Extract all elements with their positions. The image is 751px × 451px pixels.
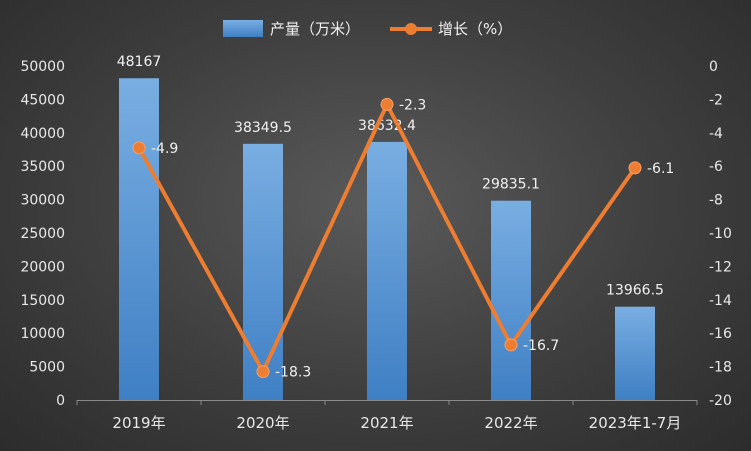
legend-bar-swatch (223, 20, 263, 37)
x-category-label: 2023年1-7月 (589, 414, 682, 432)
legend-bar-label: 产量（万米） (270, 20, 360, 38)
line-data-label: -4.9 (151, 141, 178, 157)
bar-data-label: 13966.5 (606, 283, 664, 299)
y-right-tick-label: -10 (709, 226, 732, 242)
line-data-label: -2.3 (399, 97, 426, 113)
y-right-tick-label: -14 (709, 293, 732, 309)
y-left-tick-label: 45000 (20, 92, 65, 108)
y-right-tick-label: -16 (709, 326, 732, 342)
y-left-tick-label: 15000 (20, 293, 65, 309)
y-left-tick-label: 30000 (20, 193, 65, 209)
y-right-tick-label: -8 (709, 193, 723, 209)
y-right-tick-label: -6 (709, 159, 723, 175)
bar-1 (243, 143, 283, 401)
y-right-tick-label: -4 (709, 126, 723, 142)
x-category-label: 2020年 (236, 414, 289, 432)
bar-data-label: 38349.5 (234, 120, 292, 136)
growth-point-2 (380, 97, 394, 111)
growth-point-4 (628, 161, 642, 175)
x-category-label: 2021年 (360, 414, 413, 432)
y-left-tick-label: 0 (56, 393, 65, 409)
y-left-tick-label: 50000 (20, 59, 65, 75)
x-category-label: 2022年 (484, 414, 537, 432)
y-right-tick-label: 0 (709, 59, 718, 75)
growth-point-3 (504, 338, 518, 352)
bar-2 (367, 141, 407, 401)
legend-line-marker (405, 23, 417, 35)
bar-0 (119, 78, 159, 400)
y-left-tick-label: 10000 (20, 326, 65, 342)
line-data-label: -16.7 (523, 338, 559, 354)
legend-line-label: 增长（%） (438, 20, 512, 38)
line-data-label: -18.3 (275, 365, 311, 381)
growth-point-0 (132, 141, 146, 155)
y-left-tick-label: 35000 (20, 159, 65, 175)
y-left-tick-label: 5000 (29, 360, 65, 376)
bar-data-label: 29835.1 (482, 177, 540, 193)
x-category-label: 2019年 (112, 414, 165, 432)
bar-data-label: 48167 (117, 54, 162, 70)
y-left-tick-label: 40000 (20, 126, 65, 142)
y-right-tick-label: -20 (709, 393, 732, 409)
y-right-tick-label: -18 (709, 360, 732, 376)
y-left-tick-label: 20000 (20, 259, 65, 275)
bar-data-label: 38632.4 (358, 118, 416, 134)
y-right-tick-label: -12 (709, 259, 732, 275)
growth-point-1 (256, 365, 270, 379)
y-right-tick-label: -2 (709, 92, 723, 108)
bar-3 (491, 200, 531, 400)
line-data-label: -6.1 (647, 161, 674, 177)
y-left-tick-label: 25000 (20, 226, 65, 242)
bar-4 (615, 306, 655, 400)
